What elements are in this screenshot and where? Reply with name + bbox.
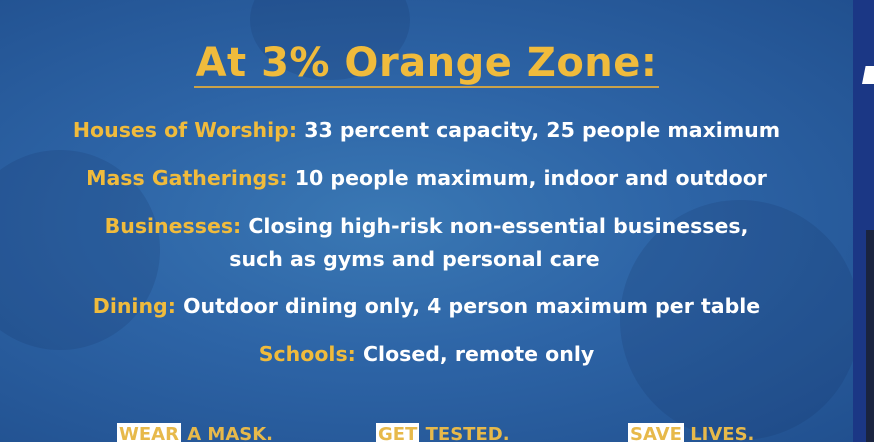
item-text: Closing high-risk non-essential business… — [248, 214, 749, 238]
item-label: Businesses: — [104, 214, 242, 238]
item-schools: Schools: Closed, remote only — [0, 342, 853, 366]
item-text: Closed, remote only — [363, 342, 595, 366]
tagline-rest: LIVES. — [690, 424, 755, 442]
item-businesses-continued: such as gyms and personal care — [0, 247, 841, 271]
logo-fragment-icon — [862, 66, 874, 84]
tagline-boxed: SAVE — [628, 423, 684, 442]
tagline-boxed: WEAR — [117, 423, 181, 442]
item-label: Houses of Worship: — [72, 118, 298, 142]
item-dining: Dining: Outdoor dining only, 4 person ma… — [0, 294, 853, 318]
item-text: 33 percent capacity, 25 people maximum — [304, 118, 781, 142]
item-text: 10 people maximum, indoor and outdoor — [294, 166, 767, 190]
virus-background-graphic — [620, 200, 853, 440]
item-text: such as gyms and personal care — [229, 247, 600, 271]
slide: At 3% Orange Zone: Houses of Worship: 33… — [0, 0, 853, 442]
title-text: At 3% Orange Zone: — [193, 40, 660, 88]
item-label: Mass Gatherings: — [86, 166, 288, 190]
item-mass-gatherings: Mass Gatherings: 10 people maximum, indo… — [0, 166, 853, 190]
slide-title: At 3% Orange Zone: — [0, 40, 853, 88]
item-text: Outdoor dining only, 4 person maximum pe… — [183, 294, 761, 318]
tagline-boxed: GET — [376, 423, 420, 442]
item-businesses: Businesses: Closing high-risk non-essent… — [0, 214, 853, 238]
tagline-get-tested: GET TESTED. — [376, 423, 510, 442]
tagline-save-lives: SAVE LIVES. — [628, 423, 755, 442]
item-label: Schools: — [258, 342, 356, 366]
item-label: Dining: — [92, 294, 176, 318]
virus-background-graphic — [0, 150, 160, 350]
tagline-rest: A MASK. — [187, 424, 274, 442]
tagline-wear-a-mask: WEAR A MASK. — [117, 423, 274, 442]
tagline-rest: TESTED. — [425, 424, 510, 442]
video-inset-edge — [866, 230, 874, 442]
item-houses-of-worship: Houses of Worship: 33 percent capacity, … — [0, 118, 853, 142]
